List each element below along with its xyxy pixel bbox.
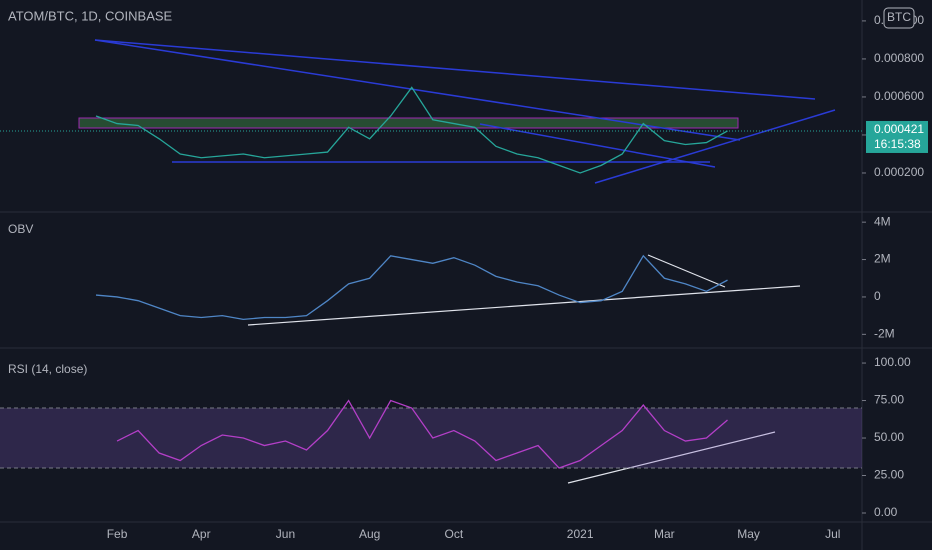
x-tick-label: Aug (359, 527, 380, 541)
currency-badge (883, 7, 915, 29)
y-tick-label: 0.00 (874, 505, 898, 519)
indicator-title: RSI (14, close) (8, 362, 87, 376)
y-tick-label: 100.00 (874, 355, 911, 369)
x-tick-label: May (737, 527, 760, 541)
y-tick-label: 4M (874, 214, 891, 228)
y-tick-label: -2M (874, 327, 895, 341)
x-tick-label: Jul (825, 527, 840, 541)
countdown: 16:15:38 (874, 137, 921, 151)
series-line (95, 254, 728, 321)
x-tick-label: Feb (107, 527, 128, 541)
zone-box (78, 117, 739, 129)
last-price-label: 0.000421 (874, 122, 924, 136)
trendline (247, 285, 801, 326)
x-tick-label: Apr (192, 527, 211, 541)
rsi-band (0, 408, 862, 469)
y-tick-label: 0.000800 (874, 51, 924, 65)
y-tick-label: 0.000200 (874, 165, 924, 179)
trendline (567, 431, 776, 484)
marks (0, 86, 862, 469)
y-tick-label: 75.00 (874, 393, 904, 407)
x-tick-label: Oct (445, 527, 464, 541)
chart-title: ATOM/BTC, 1D, COINBASE (8, 8, 173, 23)
y-tick-label: 2M (874, 252, 891, 266)
x-tick-label: Mar (654, 527, 675, 541)
y-tick-label: 0.000600 (874, 89, 924, 103)
x-tick-label: 2021 (567, 527, 594, 541)
trendline (94, 39, 816, 100)
indicator-title: OBV (8, 222, 33, 236)
series-line (116, 399, 728, 469)
x-tick-label: Jun (276, 527, 295, 541)
series-line (95, 86, 728, 174)
last-price-badge (866, 120, 928, 153)
trendline (94, 39, 741, 141)
trendline (594, 109, 836, 184)
trendline (647, 254, 726, 288)
y-tick-label: 25.00 (874, 468, 904, 482)
y-tick-label: 50.00 (874, 430, 904, 444)
currency-label: BTC (887, 10, 911, 24)
y-tick-label: 0 (874, 289, 881, 303)
